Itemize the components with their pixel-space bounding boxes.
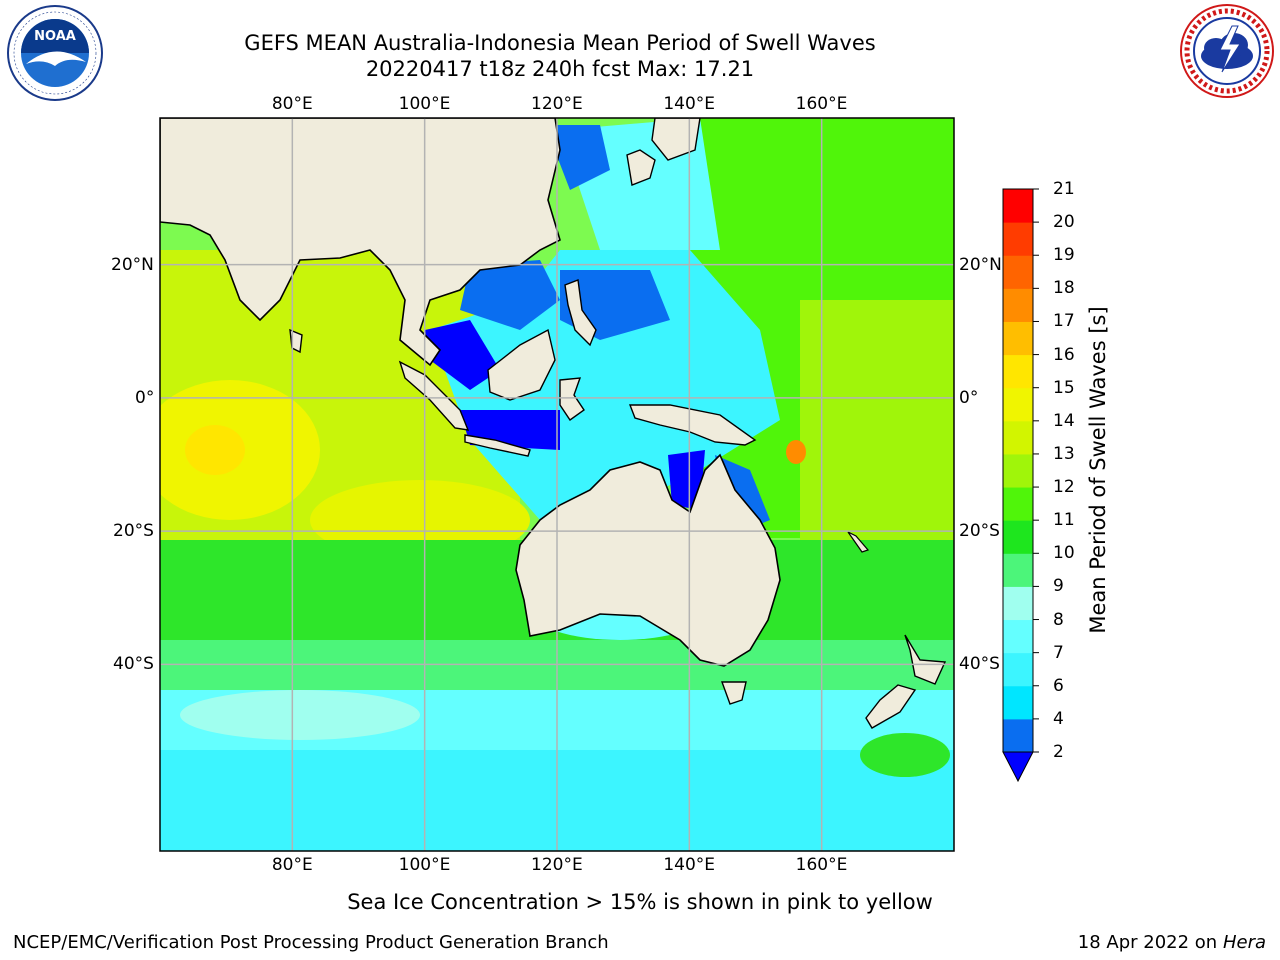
colorbar-segment xyxy=(1003,453,1033,488)
colorbar-segment xyxy=(1003,586,1033,621)
lon-tick-bottom: 100°E xyxy=(398,855,451,875)
swell-region xyxy=(185,425,245,475)
land-new-caledonia xyxy=(847,531,870,553)
lon-tick-top: 160°E xyxy=(795,94,848,114)
footer-branch: NCEP/EMC/Verification Post Processing Pr… xyxy=(13,932,609,953)
colorbar-tick-label: 21 xyxy=(1053,179,1075,199)
colorbar-tick-label: 14 xyxy=(1053,410,1075,431)
lon-tick-top: 100°E xyxy=(398,94,451,114)
swell-region xyxy=(425,320,500,390)
colorbar-segment xyxy=(1003,420,1033,455)
lon-tick-top: 140°E xyxy=(663,94,716,114)
lon-tick-bottom: 160°E xyxy=(795,855,848,875)
colorbar-tick-label: 16 xyxy=(1053,344,1075,365)
colorbar-tick-label: 2 xyxy=(1053,742,1064,762)
page-title: GEFS MEAN Australia-Indonesia Mean Perio… xyxy=(244,31,876,55)
land-nz-south xyxy=(865,684,917,729)
colorbar-tick-label: 15 xyxy=(1053,377,1075,398)
graticule xyxy=(160,118,954,851)
colorbar-segment xyxy=(1003,288,1033,322)
colorbar-tick-label: 8 xyxy=(1053,609,1064,630)
footer-date: 18 Apr 2022 on Hera xyxy=(1078,932,1266,953)
land-java xyxy=(464,434,531,457)
nws-logo-icon xyxy=(1180,4,1274,98)
lat-tick-left: 0° xyxy=(135,387,155,408)
colorbar-segment xyxy=(1003,553,1033,587)
land-nz-north xyxy=(904,634,947,685)
land-sulawesi xyxy=(559,377,585,421)
colorbar-segment xyxy=(1003,255,1033,289)
colorbar-segment xyxy=(1003,520,1033,554)
colorbar-segment xyxy=(1003,718,1033,753)
land-australia xyxy=(515,453,781,667)
land-borneo xyxy=(487,328,556,401)
noaa-logo-icon: NOAA xyxy=(7,5,103,101)
colorbar-tick-label: 6 xyxy=(1053,675,1064,696)
lat-tick-right: 20°S xyxy=(959,521,1000,542)
land-asia xyxy=(160,118,561,367)
colorbar-segment xyxy=(1003,685,1033,720)
lon-tick-bottom: 120°E xyxy=(531,855,583,875)
lat-tick-left: 20°S xyxy=(113,521,154,542)
colorbar-segment xyxy=(1003,487,1033,521)
colorbar-segment xyxy=(1003,619,1033,654)
swell-region xyxy=(545,125,610,190)
lat-tick-right: 20°N xyxy=(959,254,1002,275)
swell-region xyxy=(786,440,806,464)
colorbar-tick-label: 18 xyxy=(1053,278,1075,299)
land-taiwan xyxy=(626,149,656,186)
colorbar-segment xyxy=(1003,189,1033,223)
swell-region xyxy=(800,300,954,550)
colorbar-tick-label: 17 xyxy=(1053,311,1075,332)
land-tasmania xyxy=(721,681,747,705)
lat-tick-right: 40°S xyxy=(959,654,1000,675)
land-new-guinea xyxy=(628,404,757,446)
swell-region xyxy=(860,733,950,777)
lat-tick-left: 40°S xyxy=(113,654,154,675)
colorbar-tick-label: 10 xyxy=(1053,543,1075,564)
colorbar-extend-arrow xyxy=(1002,751,1034,783)
lon-tick-top: 120°E xyxy=(531,94,583,114)
colorbar-segment xyxy=(1003,354,1033,389)
colorbar-segment xyxy=(1003,387,1033,422)
lon-tick-top: 80°E xyxy=(271,94,313,114)
colorbar-tick-label: 13 xyxy=(1053,443,1075,464)
colorbar-frame xyxy=(1002,188,1034,753)
swell-region xyxy=(460,260,560,330)
lon-tick-bottom: 80°E xyxy=(271,855,313,875)
lat-tick-right: 0° xyxy=(959,387,979,408)
colorbar-segment xyxy=(1003,222,1033,256)
colorbar-tick-label: 11 xyxy=(1053,510,1075,531)
colorbar-tick-label: 12 xyxy=(1053,477,1075,498)
colorbar-segment xyxy=(1003,321,1033,356)
colorbar-tick-label: 9 xyxy=(1053,576,1064,597)
land-sumatra xyxy=(398,360,470,431)
colorbar-tick-label: 19 xyxy=(1053,245,1075,266)
forecast-subtitle: 20220417 t18z 240h fcst Max: 17.21 xyxy=(365,57,755,81)
footer-date-text: 18 Apr 2022 on xyxy=(1077,932,1218,953)
footer-host: Hera xyxy=(1222,932,1266,953)
lat-tick-left: 20°N xyxy=(111,254,154,275)
land-korea xyxy=(651,118,701,161)
colorbar-tick-label: 7 xyxy=(1053,642,1064,663)
land-philippines xyxy=(564,279,597,347)
lon-tick-bottom: 140°E xyxy=(663,855,716,875)
colorbar-tick-label: 4 xyxy=(1053,708,1064,729)
map-frame xyxy=(159,117,955,852)
colorbar-segment xyxy=(1003,652,1033,687)
noaa-logo-text: NOAA xyxy=(34,29,76,44)
swell-region xyxy=(180,690,420,740)
sea-ice-note: Sea Ice Concentration > 15% is shown in … xyxy=(347,890,933,914)
colorbar-tick-label: 20 xyxy=(1053,212,1075,233)
